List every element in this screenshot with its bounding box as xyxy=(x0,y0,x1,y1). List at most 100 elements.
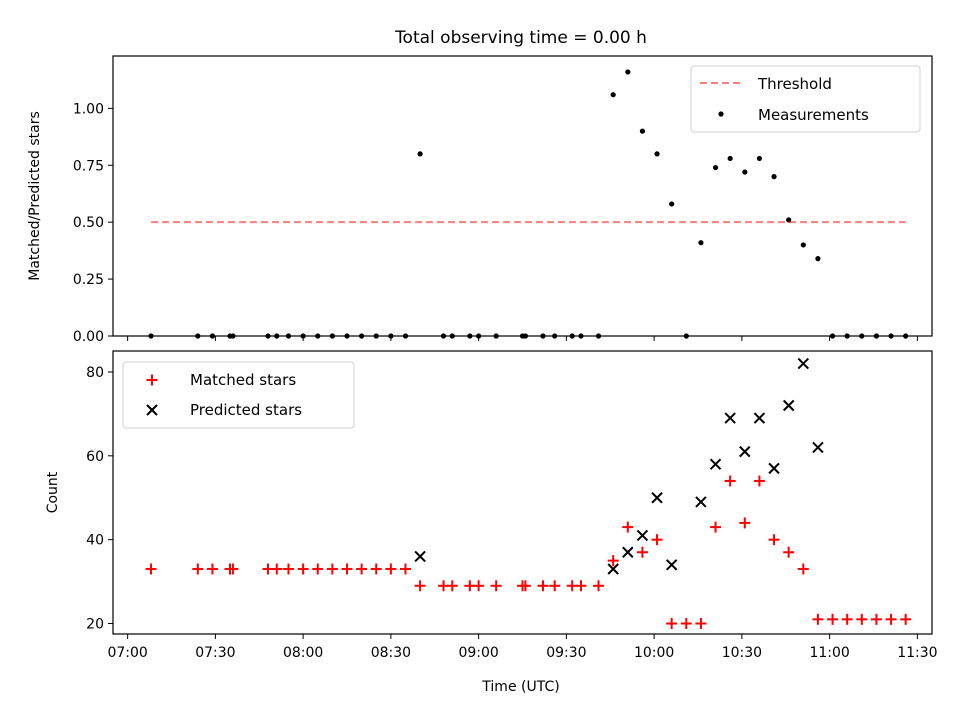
matched-stars-point xyxy=(695,618,707,630)
chart-title: Total observing time = 0.00 h xyxy=(394,28,647,48)
legend-measurements-label: Measurements xyxy=(758,106,869,124)
x-tick-label: 10:30 xyxy=(722,645,762,661)
x-b xyxy=(414,550,426,563)
measurement-point xyxy=(654,151,660,157)
matched-stars-point xyxy=(768,534,780,546)
predicted-stars-point xyxy=(768,462,780,475)
matched-stars-point xyxy=(192,563,204,575)
matched-stars-point xyxy=(797,563,809,575)
matched-stars-point xyxy=(356,563,368,575)
y-tick-label: 0.25 xyxy=(73,272,104,288)
matched-stars-point xyxy=(841,613,853,625)
measurement-point xyxy=(727,155,733,162)
matched-stars-point xyxy=(739,517,751,529)
y-tick-label: 40 xyxy=(86,533,104,549)
predicted-stars-point xyxy=(753,412,766,424)
matched-stars-point xyxy=(636,546,648,558)
x-tick-label: 07:30 xyxy=(195,645,235,661)
predicted-stars-point xyxy=(797,357,810,370)
y-tick-label: 0.75 xyxy=(73,158,104,174)
matched-stars-point xyxy=(271,563,283,575)
x-b xyxy=(695,496,707,508)
matched-stars-point xyxy=(341,563,353,575)
x-b xyxy=(607,563,619,575)
matched-stars-point xyxy=(812,613,824,625)
measurement-point xyxy=(610,92,616,98)
axes-frame xyxy=(112,350,933,635)
count-panel: 07:00 07:30 08:00 08:30 09:00 09:30 10:00 10:30… xyxy=(45,350,938,661)
matched-stars-point xyxy=(827,613,839,625)
x-b xyxy=(636,529,649,542)
matched-stars-point xyxy=(680,618,692,630)
matched-stars-point xyxy=(297,563,309,575)
matched-stars-point xyxy=(370,563,382,575)
matched-stars-point xyxy=(607,555,619,567)
axes-frame xyxy=(112,55,933,337)
predicted-stars-point xyxy=(607,563,619,575)
matched-stars-point xyxy=(783,546,795,558)
x-tick-label: 11:30 xyxy=(897,645,937,661)
legend-box xyxy=(122,361,355,429)
x-b xyxy=(812,441,824,454)
matched-stars-point xyxy=(326,563,338,575)
matched-stars-point xyxy=(549,580,561,592)
matched-stars-point xyxy=(473,580,485,592)
predicted-stars-point xyxy=(622,546,634,558)
matched-stars-point xyxy=(400,563,411,575)
y-axis-label: Matched/Predicted stars xyxy=(27,111,43,281)
matched-stars-point xyxy=(666,618,678,630)
legend-matched-label: Matched stars xyxy=(190,371,296,389)
x-tick-label: 10:00 xyxy=(634,645,674,661)
matched-stars-point xyxy=(885,613,897,625)
matched-stars-point xyxy=(537,580,549,592)
x-b xyxy=(768,462,780,475)
predicted-stars-point xyxy=(724,412,736,424)
x-b xyxy=(651,492,663,504)
matched-stars-point xyxy=(710,521,722,533)
matched-stars-point xyxy=(446,580,458,592)
matched-stars-point xyxy=(490,580,502,592)
matched-stars-point xyxy=(283,563,294,575)
x-b xyxy=(622,546,634,558)
predicted-stars-point xyxy=(709,458,722,470)
legend: Matched stars Predicted stars xyxy=(122,361,355,429)
y-tick-label: 60 xyxy=(86,449,104,465)
x-b xyxy=(739,445,751,458)
ratio-panel: 0.00 0.25 0.50 0.75 1.00 Matched/Predicted st… xyxy=(27,55,933,345)
y-tick-label: 80 xyxy=(86,365,104,381)
matched-stars-point xyxy=(870,613,882,625)
matched-stars-point xyxy=(651,534,663,546)
x-b xyxy=(753,412,766,424)
legend-predicted-swatch-b xyxy=(146,404,158,416)
matched-stars-point xyxy=(753,475,765,487)
measurement-point xyxy=(800,242,806,248)
legend: Threshold Measurements xyxy=(690,65,921,133)
predicted-stars-point xyxy=(782,399,795,412)
predicted-stars-point xyxy=(739,445,751,458)
legend-box xyxy=(690,65,921,133)
x-b xyxy=(665,559,678,571)
predicted-stars-point xyxy=(636,529,649,542)
matched-stars-point xyxy=(900,613,912,625)
x-tick-label: 08:00 xyxy=(283,645,323,661)
matched-stars-point xyxy=(385,563,397,575)
y-axis-label: Count xyxy=(45,471,61,513)
matched-stars-point xyxy=(206,563,218,575)
matched-stars-point xyxy=(312,563,324,575)
x-b xyxy=(797,357,810,370)
x-b xyxy=(782,399,795,412)
legend-threshold-label: Threshold xyxy=(757,75,832,93)
measurement-point xyxy=(639,128,646,134)
measurement-point xyxy=(712,164,719,171)
x-axis-label: Time (UTC) xyxy=(481,679,559,695)
x-tick-label: 09:30 xyxy=(546,645,586,661)
x-b xyxy=(709,458,722,470)
matched-stars-point xyxy=(593,580,605,592)
x-tick-label: 11:00 xyxy=(809,645,849,661)
matched-stars-point xyxy=(622,521,634,533)
predicted-stars-point xyxy=(665,559,678,571)
matched-stars-point xyxy=(145,563,157,575)
matched-stars-point xyxy=(414,580,426,592)
y-tick-label: 0.00 xyxy=(73,329,104,345)
